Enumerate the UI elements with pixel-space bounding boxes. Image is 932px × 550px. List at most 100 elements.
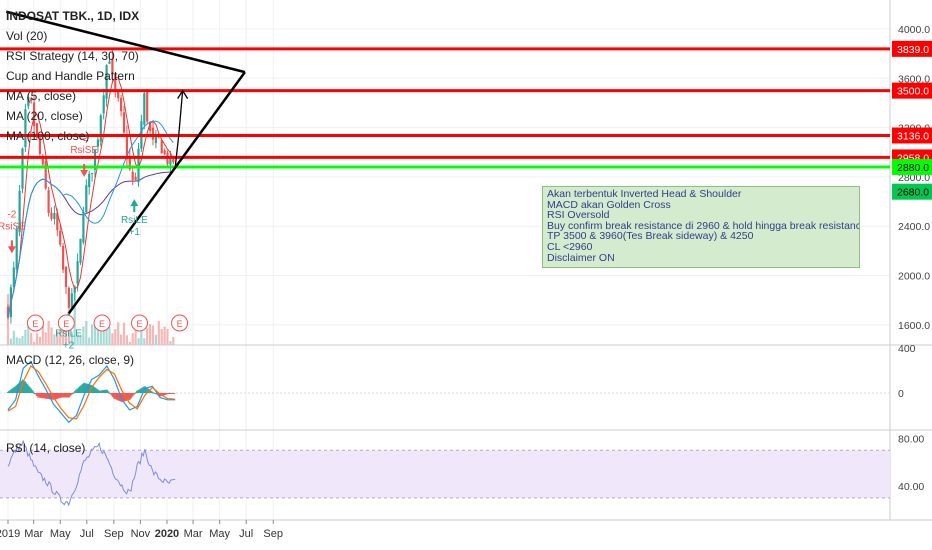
- volume-bar: [163, 326, 166, 345]
- macd-histogram-bar: [57, 393, 60, 399]
- macd-histogram-bar: [43, 393, 46, 399]
- volume-bar: [169, 341, 172, 345]
- macd-histogram-bar: [23, 381, 26, 393]
- volume-bar: [50, 327, 53, 345]
- macd-legend[interactable]: MACD (12, 26, close, 9): [6, 353, 135, 367]
- volume-bar: [108, 326, 111, 345]
- macd-histogram-bar: [137, 390, 140, 393]
- note-line: Akan terbentuk Inverted Head & Shoulder: [547, 188, 742, 200]
- candle-body: [163, 150, 166, 155]
- horizontal-levels[interactable]: [0, 47, 890, 169]
- macd-histogram-bar: [27, 385, 30, 393]
- macd-histogram-bar: [132, 393, 135, 396]
- ma100-line: [7, 171, 174, 318]
- candle-body: [146, 91, 149, 122]
- macd-histogram-bar: [122, 393, 125, 402]
- candle-body: [111, 58, 114, 74]
- candle-body: [96, 139, 99, 147]
- candle-body: [67, 287, 70, 308]
- earnings-marker: [93, 314, 111, 332]
- macd-histogram-bar: [157, 393, 160, 396]
- macd-histogram-bar: [77, 387, 81, 393]
- macd-histogram-bar: [133, 393, 136, 394]
- volume-bar: [15, 337, 18, 345]
- macd-histogram-bar: [63, 393, 67, 398]
- time-tick: Jul: [80, 528, 94, 540]
- volume-bar: [128, 341, 131, 345]
- trendline: [67, 71, 246, 315]
- volume-bar: [91, 324, 94, 345]
- macd-histogram-bar: [46, 393, 49, 399]
- candle-body: [62, 245, 65, 270]
- macd-histogram-bar: [103, 390, 106, 393]
- candle-body: [12, 267, 15, 287]
- rsi-legend[interactable]: RSI (14, close): [6, 441, 86, 455]
- macd-histogram-bar: [44, 393, 48, 399]
- macd-histogram-bar: [149, 390, 153, 393]
- volume-bar: [70, 332, 73, 345]
- macd-histogram-bar: [113, 393, 116, 399]
- price-label: 2880.0: [897, 162, 929, 174]
- price-axis[interactable]: 4000.03600.03200.02800.02400.02000.01600…: [892, 24, 932, 493]
- volume-bar: [160, 329, 163, 345]
- macd-histogram-bar: [120, 393, 124, 402]
- volume-bar: [157, 320, 160, 345]
- volume-bar: [96, 328, 99, 345]
- time-axis[interactable]: 2019 Mar May Jul Sep Nov 2020 Mar May Jul Sep: [0, 520, 283, 540]
- legend-vol[interactable]: Vol (20): [6, 29, 48, 43]
- macd-histogram-bar: [15, 385, 19, 393]
- macd-histogram-bar: [109, 393, 112, 395]
- volume-bar: [9, 338, 12, 345]
- macd-histogram-bar: [91, 386, 95, 393]
- volume-bar: [149, 324, 152, 345]
- macd-histogram-bar: [38, 393, 41, 398]
- signal-label: RsiSE: [70, 145, 98, 156]
- volume-bar: [33, 341, 36, 345]
- symbol-title[interactable]: INDOSAT TBK., 1D, IDX: [6, 9, 140, 23]
- legend-ma20[interactable]: MA (20, close): [6, 109, 83, 123]
- macd-histogram-bar: [127, 393, 130, 401]
- macd-histogram-bar: [66, 393, 69, 398]
- note-line: MACD akan Golden Cross: [547, 198, 671, 211]
- legend-ma5[interactable]: MA (5, close): [6, 89, 77, 103]
- candle-body: [18, 190, 21, 233]
- macd-histogram-bar: [25, 384, 29, 393]
- annotation-note[interactable]: Akan terbentuk Inverted Head & Shoulder …: [542, 186, 860, 268]
- macd-histogram-bar: [87, 384, 91, 393]
- volume-bar: [38, 336, 41, 345]
- macd-histogram-bar: [60, 393, 63, 398]
- volume-bar: [82, 326, 85, 345]
- macd-histogram-bar: [172, 393, 176, 394]
- legend-cup-handle[interactable]: Cup and Handle Pattern: [6, 69, 135, 83]
- note-line: RSI Oversold: [547, 209, 610, 222]
- candle-body: [88, 173, 91, 188]
- price-tick: 3600.0: [898, 73, 930, 85]
- candle-body: [76, 261, 79, 284]
- macd-histogram-bar: [161, 393, 164, 396]
- macd-histogram-bar: [75, 389, 78, 393]
- volume-bar: [120, 334, 123, 345]
- macd-histogram-bar: [71, 393, 74, 394]
- legend-ma100[interactable]: MA (100, close): [6, 129, 90, 143]
- trendlines[interactable]: [5, 10, 246, 315]
- candle-body: [33, 102, 36, 127]
- macd-histogram-bar: [8, 390, 11, 393]
- candle-body: [91, 172, 94, 174]
- volume-bar: [122, 322, 126, 345]
- volume-bar: [172, 337, 175, 345]
- macd-histogram-bar: [141, 387, 144, 393]
- macd-histogram-bar: [163, 393, 167, 395]
- legend-rsi-strategy[interactable]: RSI Strategy (14, 30, 70): [6, 49, 139, 63]
- volume-bar: [99, 330, 102, 345]
- signal-label: RsiLE: [55, 328, 82, 339]
- candle-body: [6, 306, 10, 318]
- rsi-tick: 40.00: [898, 481, 924, 493]
- price-label-box: [892, 82, 932, 99]
- macd-histogram-bar: [128, 393, 131, 400]
- macd-histogram-bar: [144, 387, 148, 393]
- volume-bar: [143, 338, 146, 345]
- volume-bar: [114, 329, 117, 345]
